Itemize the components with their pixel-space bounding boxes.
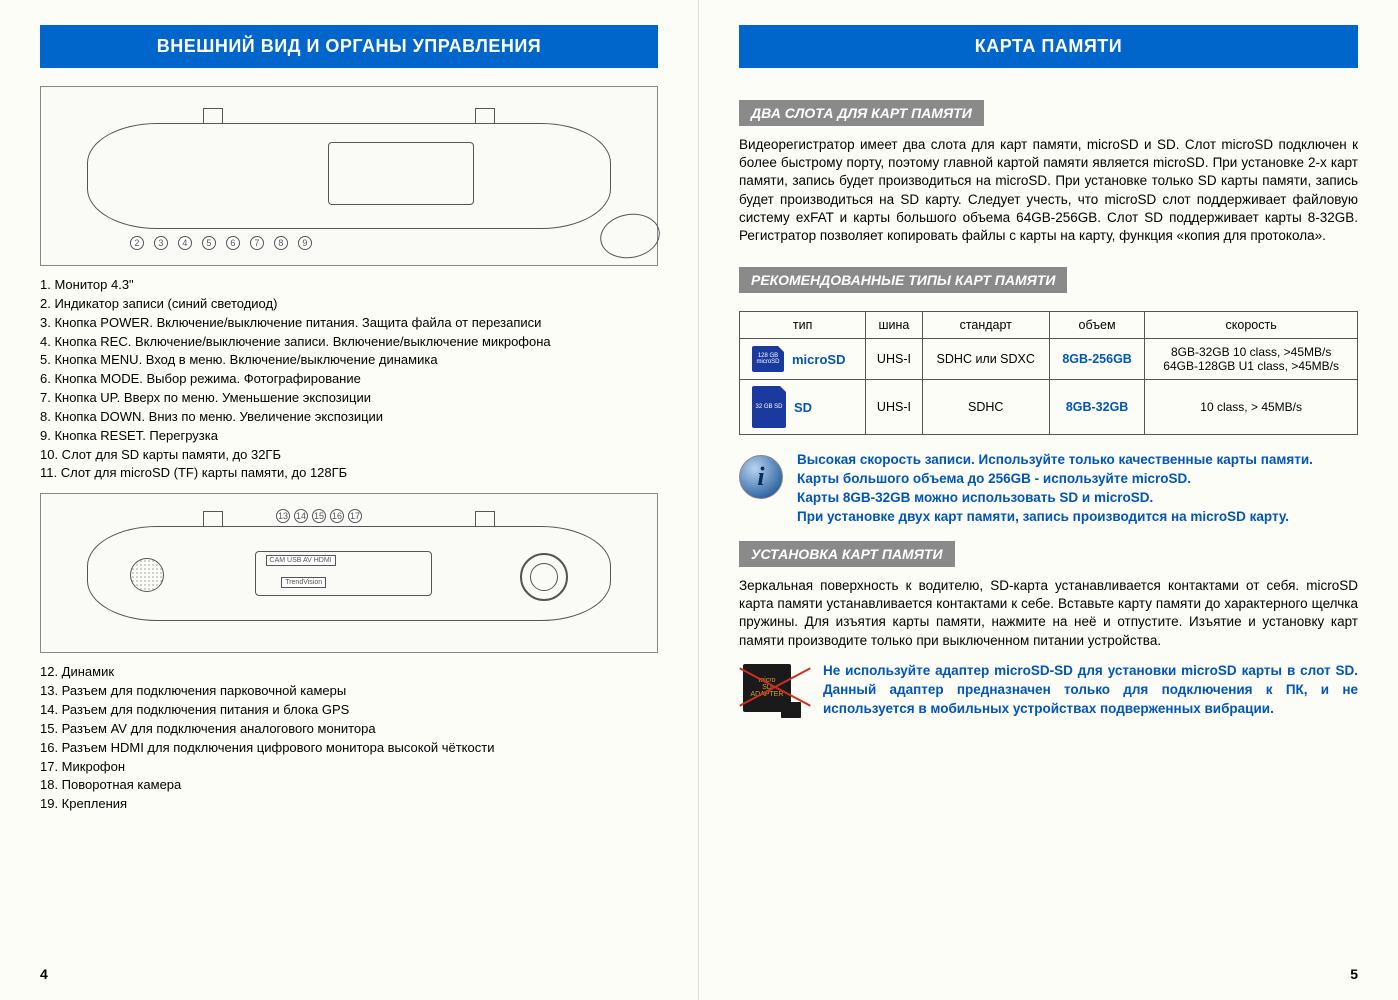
cell-std: SDHC или SDXC bbox=[922, 339, 1049, 380]
sd-icon: 32 GB SD bbox=[752, 386, 786, 428]
list-item: 15. Разъем AV для подключения аналоговог… bbox=[40, 720, 658, 739]
table-row: 32 GB SD SD UHS-I SDHC 8GB-32GB 10 class… bbox=[740, 380, 1358, 435]
list-item: 12. Динамик bbox=[40, 663, 658, 682]
section-recommended: РЕКОМЕНДОВАННЫЕ ТИПЫ КАРТ ПАМЯТИ bbox=[739, 267, 1067, 293]
microsd-icon: 128 GB microSD bbox=[752, 346, 784, 372]
list-item: 2. Индикатор записи (синий светодиод) bbox=[40, 295, 658, 314]
info-box: i Высокая скорость записи. Используйте т… bbox=[739, 451, 1358, 527]
type-label: microSD bbox=[792, 352, 845, 367]
info-text: Высокая скорость записи. Используйте тол… bbox=[797, 451, 1313, 527]
list-item: 19. Крепления bbox=[40, 795, 658, 814]
list-item: 16. Разъем HDMI для подключения цифровог… bbox=[40, 739, 658, 758]
th-bus: шина bbox=[866, 312, 922, 339]
ports-label: CAM USB AV HDMI bbox=[266, 555, 336, 566]
page-number-right: 5 bbox=[1350, 966, 1358, 982]
header-left: ВНЕШНИЙ ВИД И ОРГАНЫ УПРАВЛЕНИЯ bbox=[40, 25, 658, 68]
cell-vol: 8GB-32GB bbox=[1049, 380, 1144, 435]
mirror-back-outline: 13 14 15 16 17 CAM USB AV HDMI TrendVisi… bbox=[87, 526, 611, 621]
mirror-screen bbox=[328, 142, 474, 205]
warning-box: microSDADAPTER Не используйте адаптер mi… bbox=[739, 662, 1358, 719]
list-item: 14. Разъем для подключения питания и бло… bbox=[40, 701, 658, 720]
camera-lens-icon bbox=[520, 553, 568, 601]
section-two-slots: ДВА СЛОТА ДЛЯ КАРТ ПАМЯТИ bbox=[739, 100, 984, 126]
cell-type: 32 GB SD SD bbox=[740, 380, 866, 435]
cell-vol: 8GB-256GB bbox=[1049, 339, 1144, 380]
mirror-front-outline: 2 3 4 5 6 7 8 9 bbox=[87, 123, 611, 230]
list-item: 10. Слот для SD карты памяти, до 32ГБ bbox=[40, 446, 658, 465]
list-item: 13. Разъем для подключения парковочной к… bbox=[40, 682, 658, 701]
list-item: 7. Кнопка UP. Вверх по меню. Уменьшение … bbox=[40, 389, 658, 408]
microsd-small-icon bbox=[781, 702, 801, 718]
header-right: КАРТА ПАМЯТИ bbox=[739, 25, 1358, 68]
th-std: стандарт bbox=[922, 312, 1049, 339]
page-number-left: 4 bbox=[40, 966, 48, 982]
install-text: Зеркальная поверхность к водителю, SD-ка… bbox=[739, 577, 1358, 650]
side-bracket bbox=[596, 210, 663, 264]
cell-bus: UHS-I bbox=[866, 339, 922, 380]
section-install: УСТАНОВКА КАРТ ПАМЯТИ bbox=[739, 541, 955, 567]
list-item: 17. Микрофон bbox=[40, 758, 658, 777]
list-item: 4. Кнопка REC. Включение/выключение запи… bbox=[40, 333, 658, 352]
th-type: тип bbox=[740, 312, 866, 339]
list-item: 5. Кнопка MENU. Вход в меню. Включение/в… bbox=[40, 351, 658, 370]
parts-list-front: 1. Монитор 4.3" 2. Индикатор записи (син… bbox=[40, 276, 658, 483]
list-item: 3. Кнопка POWER. Включение/выключение пи… bbox=[40, 314, 658, 333]
cards-table: тип шина стандарт объем скорость 128 GB … bbox=[739, 311, 1358, 435]
info-icon: i bbox=[739, 455, 783, 499]
front-callouts: 2 3 4 5 6 7 8 9 bbox=[130, 236, 312, 250]
list-item: 18. Поворотная камера bbox=[40, 776, 658, 795]
brand-label: TrendVision bbox=[281, 577, 326, 588]
th-speed: скорость bbox=[1145, 312, 1358, 339]
diagram-back: 13 14 15 16 17 CAM USB AV HDMI TrendVisi… bbox=[40, 493, 658, 653]
diagram-front: 2 3 4 5 6 7 8 9 bbox=[40, 86, 658, 266]
parts-list-back: 12. Динамик 13. Разъем для подключения п… bbox=[40, 663, 658, 814]
speaker-icon bbox=[130, 558, 164, 592]
warning-text: Не используйте адаптер microSD-SD для ус… bbox=[823, 662, 1358, 719]
cell-speed: 8GB-32GB 10 class, >45MB/s 64GB-128GB U1… bbox=[1145, 339, 1358, 380]
page-right: КАРТА ПАМЯТИ ДВА СЛОТА ДЛЯ КАРТ ПАМЯТИ В… bbox=[699, 0, 1398, 1000]
type-label: SD bbox=[794, 400, 812, 415]
list-item: 9. Кнопка RESET. Перегрузка bbox=[40, 427, 658, 446]
list-item: 6. Кнопка MODE. Выбор режима. Фотографир… bbox=[40, 370, 658, 389]
table-header-row: тип шина стандарт объем скорость bbox=[740, 312, 1358, 339]
no-adapter-icon: microSDADAPTER bbox=[739, 662, 809, 718]
cell-std: SDHC bbox=[922, 380, 1049, 435]
list-item: 11. Слот для microSD (TF) карты памяти, … bbox=[40, 464, 658, 483]
cell-bus: UHS-I bbox=[866, 380, 922, 435]
th-vol: объем bbox=[1049, 312, 1144, 339]
cell-type: 128 GB microSD microSD bbox=[740, 339, 866, 380]
list-item: 8. Кнопка DOWN. Вниз по меню. Увеличение… bbox=[40, 408, 658, 427]
list-item: 1. Монитор 4.3" bbox=[40, 276, 658, 295]
cell-speed: 10 class, > 45MB/s bbox=[1145, 380, 1358, 435]
table-row: 128 GB microSD microSD UHS-I SDHC или SD… bbox=[740, 339, 1358, 380]
page-left: ВНЕШНИЙ ВИД И ОРГАНЫ УПРАВЛЕНИЯ 2 3 4 5 … bbox=[0, 0, 699, 1000]
back-callouts: 13 14 15 16 17 bbox=[276, 509, 362, 523]
two-slots-text: Видеорегистратор имеет два слота для кар… bbox=[739, 136, 1358, 245]
